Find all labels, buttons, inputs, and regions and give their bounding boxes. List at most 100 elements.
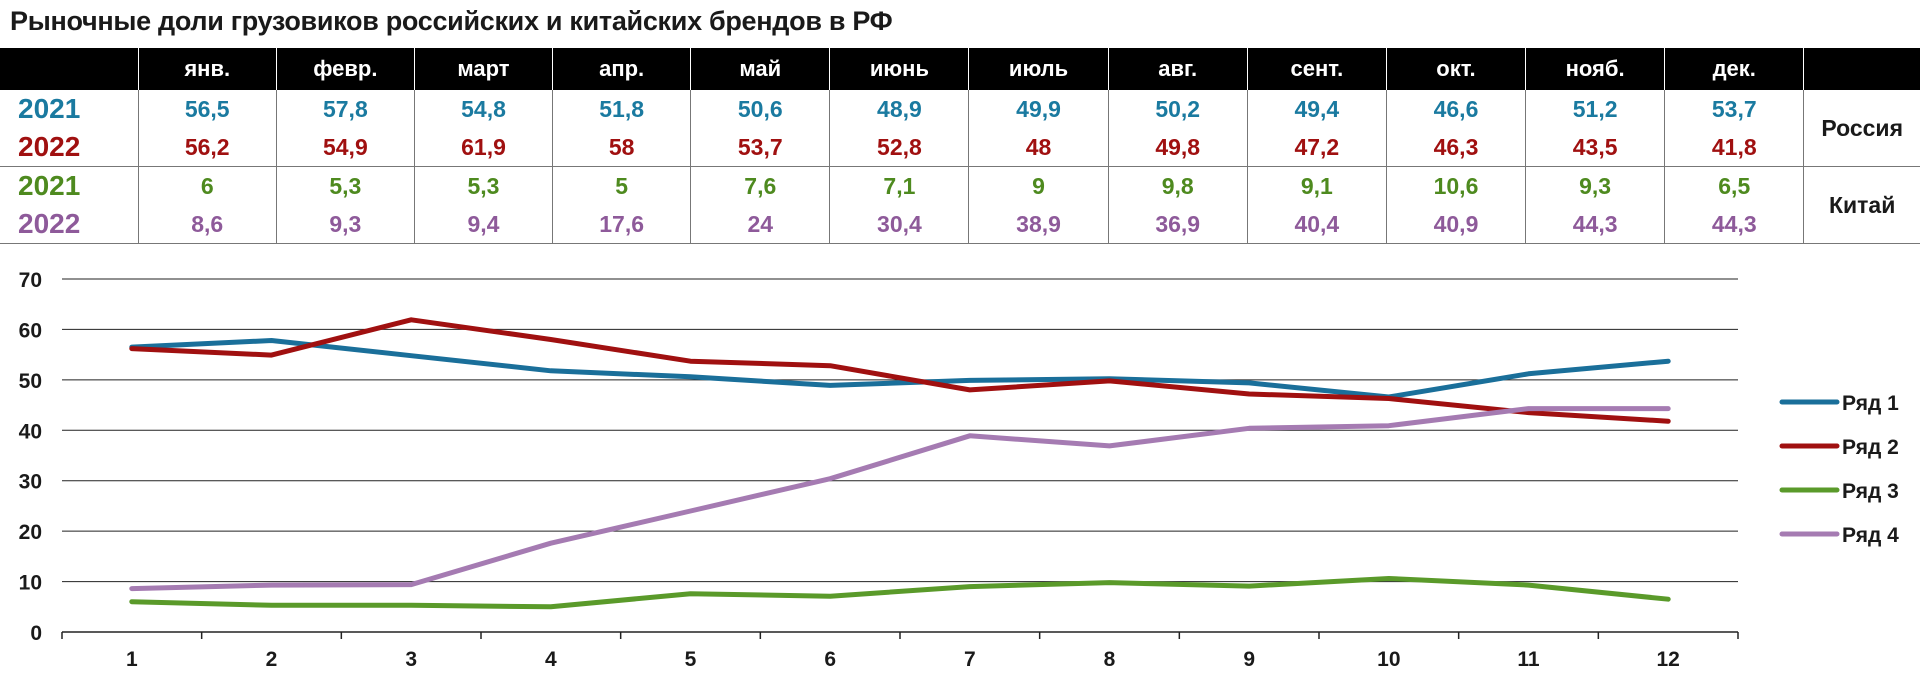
table-cell: 44,3 — [1664, 205, 1804, 244]
month-header: июль — [968, 48, 1109, 90]
table-cell: 49,4 — [1246, 90, 1387, 128]
table-cell: 51,8 — [552, 90, 691, 128]
y-tick-label: 50 — [19, 370, 42, 393]
x-tick-label: 11 — [1517, 648, 1540, 671]
table-cell: 50,2 — [1107, 90, 1248, 128]
table-cell: 10,6 — [1385, 166, 1526, 205]
y-tick-label: 10 — [19, 572, 42, 595]
legend-label: Ряд 1 — [1842, 392, 1899, 415]
y-tick-label: 0 — [30, 622, 42, 645]
table-cell: 61,9 — [413, 128, 553, 167]
row-year-label: 2021 — [18, 170, 81, 201]
table-cell: 7,6 — [690, 166, 830, 205]
table-cell: 56,5 — [137, 90, 277, 128]
row-year-label: 2022 — [0, 205, 139, 244]
table-cell: 8,6 — [137, 205, 277, 244]
table-cell: 47,2 — [1246, 128, 1387, 167]
table-cell: 5,3 — [413, 166, 553, 205]
group-label: Китай — [1803, 166, 1920, 244]
table-row: 2021 56,5 57,8 54,8 51,8 50,6 48,9 49,9 50,2 49,4… — [0, 90, 1920, 167]
table-cell: 24 — [690, 205, 830, 244]
series-line-4 — [129, 406, 1671, 592]
group-label: Россия — [1803, 90, 1920, 167]
chart-title: Рыночные доли грузовиков российских и ки… — [10, 6, 893, 36]
month-header-row: янв. февр. март апр. май июнь июль авг. … — [0, 48, 1920, 90]
table-cell: 46,3 — [1385, 128, 1526, 167]
legend-label: Ряд 4 — [1842, 524, 1899, 547]
x-tick-label: 4 — [545, 648, 557, 671]
table-row: 2022 56,2 54,9 61,9 58 53,7 52,8 48 49,8 47,2 46,3… — [0, 128, 1920, 167]
month-header: окт. — [1385, 48, 1526, 90]
table-cell: 9,3 — [275, 205, 415, 244]
x-tick-label: 6 — [824, 648, 836, 671]
y-tick-label: 70 — [19, 269, 42, 292]
table-row: 2021 6 5,3 5,3 5 7,6 7,1 9 9,8 9,1 10,6 9,3 6,5 Китай — [0, 166, 1920, 244]
month-header: янв. — [137, 48, 277, 90]
table-cell: 9 — [968, 166, 1109, 205]
group-header — [1803, 48, 1920, 90]
table-cell: 50,6 — [690, 90, 830, 128]
table-cell: 57,8 — [275, 90, 415, 128]
month-header: март — [413, 48, 553, 90]
table-cell: 52,8 — [829, 128, 969, 167]
table-cell: 48 — [968, 128, 1109, 167]
table-cell: 9,1 — [1246, 166, 1387, 205]
table-cell: 9,3 — [1525, 166, 1665, 205]
table-cell: 9,4 — [413, 205, 553, 244]
data-table: янв. февр. март апр. май июнь июль авг. … — [0, 48, 1920, 244]
table-cell: 56,2 — [137, 128, 277, 167]
y-tick-label: 60 — [19, 319, 42, 342]
table-cell: 49,9 — [968, 90, 1109, 128]
x-tick-label: 12 — [1656, 648, 1679, 671]
table-cell: 7,1 — [829, 166, 969, 205]
x-tick-label: 8 — [1104, 648, 1116, 671]
header-corner — [0, 48, 139, 90]
month-header: авг. — [1107, 48, 1248, 90]
row-year-label: 2021 — [18, 93, 81, 124]
x-tick-label: 9 — [1243, 648, 1255, 671]
table-cell: 46,6 — [1385, 90, 1526, 128]
table-cell: 43,5 — [1525, 128, 1665, 167]
table-cell: 41,8 — [1664, 128, 1804, 167]
table-cell: 9,8 — [1107, 166, 1248, 205]
table-cell: 58 — [552, 128, 691, 167]
x-tick-label: 7 — [964, 648, 976, 671]
table-cell: 6,5 — [1664, 166, 1804, 205]
table-cell: 53,7 — [690, 128, 830, 167]
table-cell: 54,9 — [275, 128, 415, 167]
legend-label: Ряд 3 — [1842, 480, 1899, 503]
table-cell: 5 — [552, 166, 691, 205]
x-tick-label: 5 — [685, 648, 697, 671]
table-cell: 53,7 — [1664, 90, 1804, 128]
table-cell: 40,9 — [1385, 205, 1526, 244]
month-header: дек. — [1664, 48, 1804, 90]
table-cell: 51,2 — [1525, 90, 1665, 128]
table-cell: 48,9 — [829, 90, 969, 128]
table-cell: 38,9 — [968, 205, 1109, 244]
table-cell: 17,6 — [552, 205, 691, 244]
y-tick-label: 20 — [19, 521, 42, 544]
month-header: февр. — [275, 48, 415, 90]
month-header: нояб. — [1525, 48, 1665, 90]
table-cell: 44,3 — [1525, 205, 1665, 244]
row-year-label: 2022 — [0, 128, 139, 167]
table-cell: 40,4 — [1246, 205, 1387, 244]
month-header: май — [690, 48, 830, 90]
table-cell: 30,4 — [829, 205, 969, 244]
month-header: апр. — [552, 48, 691, 90]
series-line-2 — [129, 317, 1671, 424]
y-tick-label: 40 — [19, 420, 42, 443]
month-header: июнь — [829, 48, 969, 90]
table-row: 2022 8,6 9,3 9,4 17,6 24 30,4 38,9 36,9 40,4 40,9 4… — [0, 205, 1920, 244]
table-cell: 36,9 — [1107, 205, 1248, 244]
y-tick-label: 30 — [19, 471, 42, 494]
x-tick-label: 10 — [1377, 648, 1400, 671]
series-line-3 — [129, 576, 1671, 610]
table-cell: 6 — [137, 166, 277, 205]
table-cell: 49,8 — [1107, 128, 1248, 167]
x-tick-label: 1 — [126, 648, 138, 671]
series-line-1 — [129, 338, 1671, 400]
table-cell: 54,8 — [413, 90, 553, 128]
legend-label: Ряд 2 — [1842, 436, 1899, 459]
